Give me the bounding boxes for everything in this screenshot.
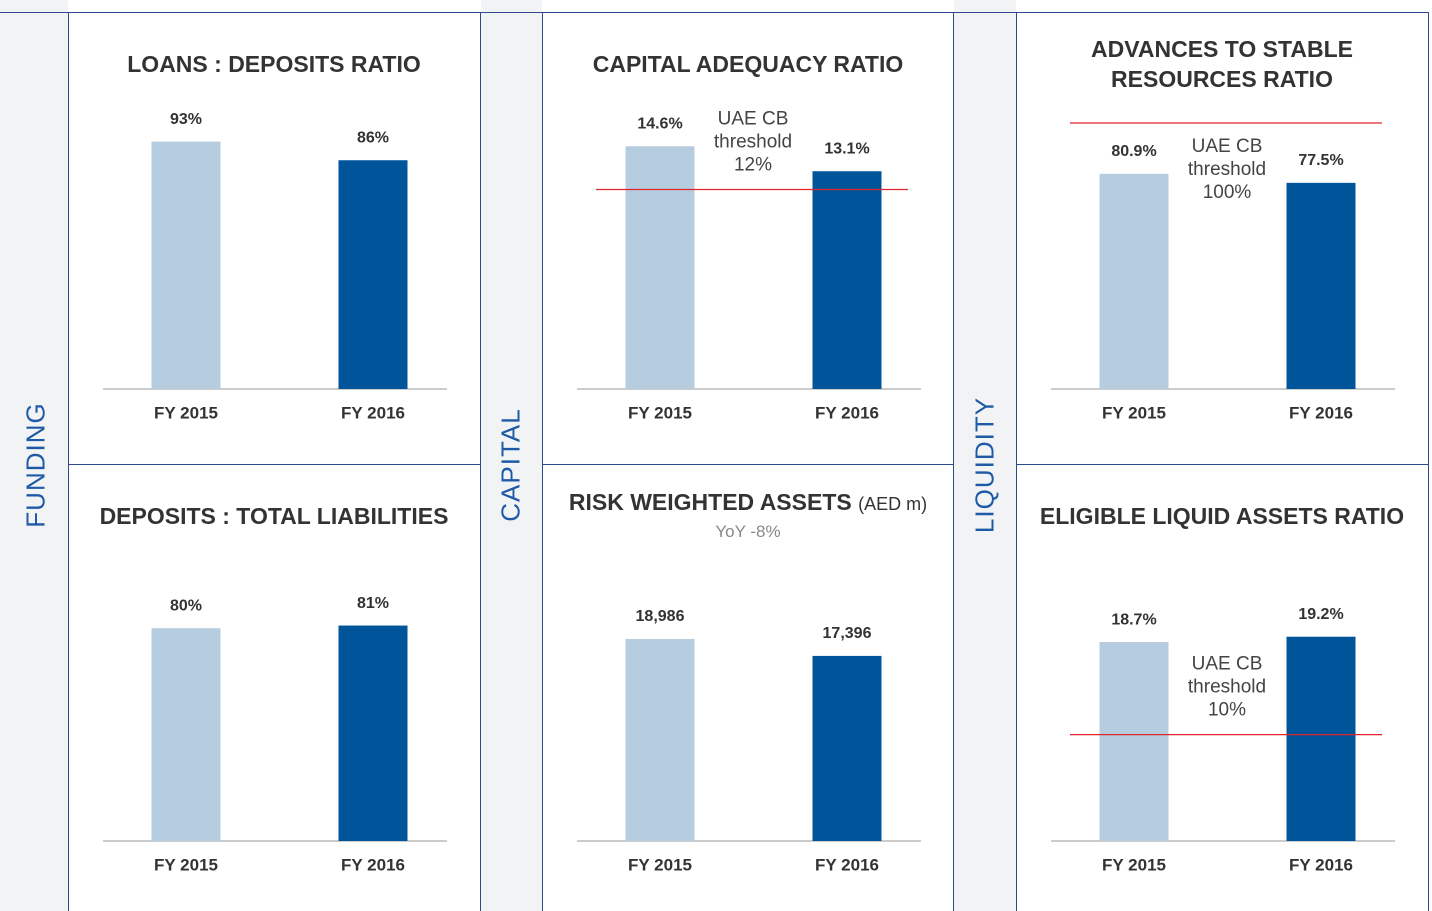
bar bbox=[812, 171, 882, 389]
value-label: 18,986 bbox=[636, 608, 685, 625]
title-block: RISK WEIGHTED ASSETS (AED m) YoY -8% bbox=[562, 486, 934, 546]
chart-panel: 80% FY 2015 81% FY 2016 DEPOSITS : TOTAL LIA… bbox=[68, 464, 480, 911]
x-tick-label: FY 2016 bbox=[815, 403, 879, 422]
chart-subtitle: YoY -8% bbox=[715, 522, 781, 541]
threshold-label: 100% bbox=[1203, 182, 1252, 203]
border bbox=[953, 12, 954, 911]
chart-title: DEPOSITS : TOTAL LIABILITIES bbox=[99, 503, 449, 529]
chart: 80.9% FY 2015 77.5% FY 2016 UAE CBthreshold1… bbox=[1051, 122, 1395, 422]
value-label: 19.2% bbox=[1298, 606, 1343, 623]
chart-title-wrap: DEPOSITS : TOTAL LIABILITIES bbox=[100, 501, 449, 531]
border bbox=[1428, 12, 1429, 911]
chart: 18,986 FY 2015 17,396 FY 2016 bbox=[577, 608, 921, 874]
title-unit: (AED m) bbox=[858, 494, 928, 514]
section-label: CAPITAL bbox=[495, 408, 526, 522]
title-block: ADVANCES TO STABLE RESOURCES RATIO bbox=[1036, 34, 1408, 94]
row-divider bbox=[1016, 464, 1428, 465]
threshold-label: UAE CB bbox=[1192, 654, 1263, 675]
title-block: ELIGIBLE LIQUID ASSETS RATIO bbox=[1036, 486, 1408, 546]
section-label: LIQUIDITY bbox=[969, 396, 1000, 534]
x-tick-label: FY 2016 bbox=[1289, 855, 1353, 874]
bar bbox=[338, 160, 408, 389]
border bbox=[542, 12, 543, 911]
chart-title-wrap: LOANS : DEPOSITS RATIO bbox=[127, 49, 420, 79]
x-tick-label: FY 2015 bbox=[154, 403, 218, 422]
bar bbox=[1099, 642, 1169, 841]
chart-title: LOANS : DEPOSITS RATIO bbox=[127, 51, 421, 77]
x-tick-label: FY 2015 bbox=[1102, 403, 1166, 422]
chart: 93% FY 2015 86% FY 2016 bbox=[103, 111, 447, 422]
bar bbox=[151, 628, 221, 841]
value-label: 86% bbox=[357, 129, 389, 146]
bar bbox=[625, 146, 695, 389]
threshold-label: threshold bbox=[1188, 677, 1266, 698]
x-tick-label: FY 2015 bbox=[628, 403, 692, 422]
section-label: FUNDING bbox=[20, 402, 51, 528]
row-divider bbox=[68, 464, 480, 465]
x-tick-label: FY 2015 bbox=[1102, 855, 1166, 874]
threshold-label: threshold bbox=[714, 132, 792, 153]
threshold-label: UAE CB bbox=[1192, 136, 1263, 157]
value-label: 14.6% bbox=[637, 115, 682, 132]
value-label: 77.5% bbox=[1298, 152, 1343, 169]
chart: 18.7% FY 2015 19.2% FY 2016 UAE CBthreshold1… bbox=[1051, 606, 1395, 874]
border bbox=[1016, 12, 1017, 911]
chart-title-wrap: ELIGIBLE LIQUID ASSETS RATIO bbox=[1040, 501, 1404, 531]
x-tick-label: FY 2016 bbox=[341, 855, 405, 874]
threshold-label: threshold bbox=[1188, 159, 1266, 180]
threshold-label: UAE CB bbox=[718, 109, 789, 130]
chart-panel: 14.6% FY 2015 13.1% FY 2016 UAE CB threshold 1… bbox=[542, 12, 954, 464]
bar bbox=[1286, 636, 1356, 841]
border bbox=[68, 12, 69, 911]
title-block: DEPOSITS : TOTAL LIABILITIES bbox=[88, 486, 460, 546]
row-divider bbox=[542, 464, 953, 465]
border bbox=[480, 12, 481, 911]
chart-title: ADVANCES TO STABLE RESOURCES RATIO bbox=[1091, 36, 1353, 92]
value-label: 81% bbox=[357, 595, 389, 612]
chart-title: RISK WEIGHTED ASSETS bbox=[568, 489, 852, 515]
chart-title-wrap: ADVANCES TO STABLE RESOURCES RATIO bbox=[1036, 34, 1408, 94]
side-strip bbox=[481, 0, 542, 911]
bar bbox=[812, 655, 882, 841]
top-border bbox=[0, 12, 1428, 13]
bar bbox=[1286, 182, 1356, 389]
bar bbox=[151, 141, 221, 389]
threshold-label: 12% bbox=[734, 155, 772, 176]
value-label: 17,396 bbox=[823, 625, 872, 642]
value-label: 93% bbox=[170, 111, 202, 128]
value-label: 18.7% bbox=[1111, 611, 1156, 628]
chart-panel: 18.7% FY 2015 19.2% FY 2016 UAE CB threshold 1… bbox=[1016, 464, 1428, 911]
value-label: 80% bbox=[170, 597, 202, 614]
side-strip bbox=[954, 0, 1016, 911]
bar bbox=[625, 638, 695, 841]
x-tick-label: FY 2016 bbox=[815, 855, 879, 874]
chart-panel: 18,986 FY 2015 17,396 FY 2016 RISK WEIGHTED … bbox=[542, 464, 954, 911]
chart: 14.6% FY 2015 13.1% FY 2016 UAE CBthreshold1… bbox=[577, 109, 921, 422]
title-block: CAPITAL ADEQUACY RATIO bbox=[562, 34, 934, 94]
chart: 80% FY 2015 81% FY 2016 bbox=[103, 595, 447, 874]
value-label: 13.1% bbox=[824, 140, 869, 157]
bar bbox=[338, 625, 408, 841]
x-tick-label: FY 2016 bbox=[341, 403, 405, 422]
chart-title: ELIGIBLE LIQUID ASSETS RATIO bbox=[1039, 503, 1405, 529]
x-tick-label: FY 2016 bbox=[1289, 403, 1353, 422]
chart-panel: 93% FY 2015 86% FY 2016 LOANS : DEPOSITS RAT… bbox=[68, 12, 480, 464]
side-strip bbox=[0, 0, 68, 911]
chart-title: CAPITAL ADEQUACY RATIO bbox=[592, 51, 904, 77]
x-tick-label: FY 2015 bbox=[628, 855, 692, 874]
value-label: 80.9% bbox=[1111, 143, 1156, 160]
threshold-label: 10% bbox=[1208, 700, 1246, 721]
chart-panel: 80.9% FY 2015 77.5% FY 2016 UAE CB threshold 1… bbox=[1016, 12, 1428, 464]
bar bbox=[1099, 173, 1169, 389]
title-block: LOANS : DEPOSITS RATIO bbox=[88, 34, 460, 94]
chart-title-wrap: CAPITAL ADEQUACY RATIO bbox=[593, 49, 904, 79]
chart-title-wrap: RISK WEIGHTED ASSETS (AED m) bbox=[569, 487, 927, 519]
x-tick-label: FY 2015 bbox=[154, 855, 218, 874]
